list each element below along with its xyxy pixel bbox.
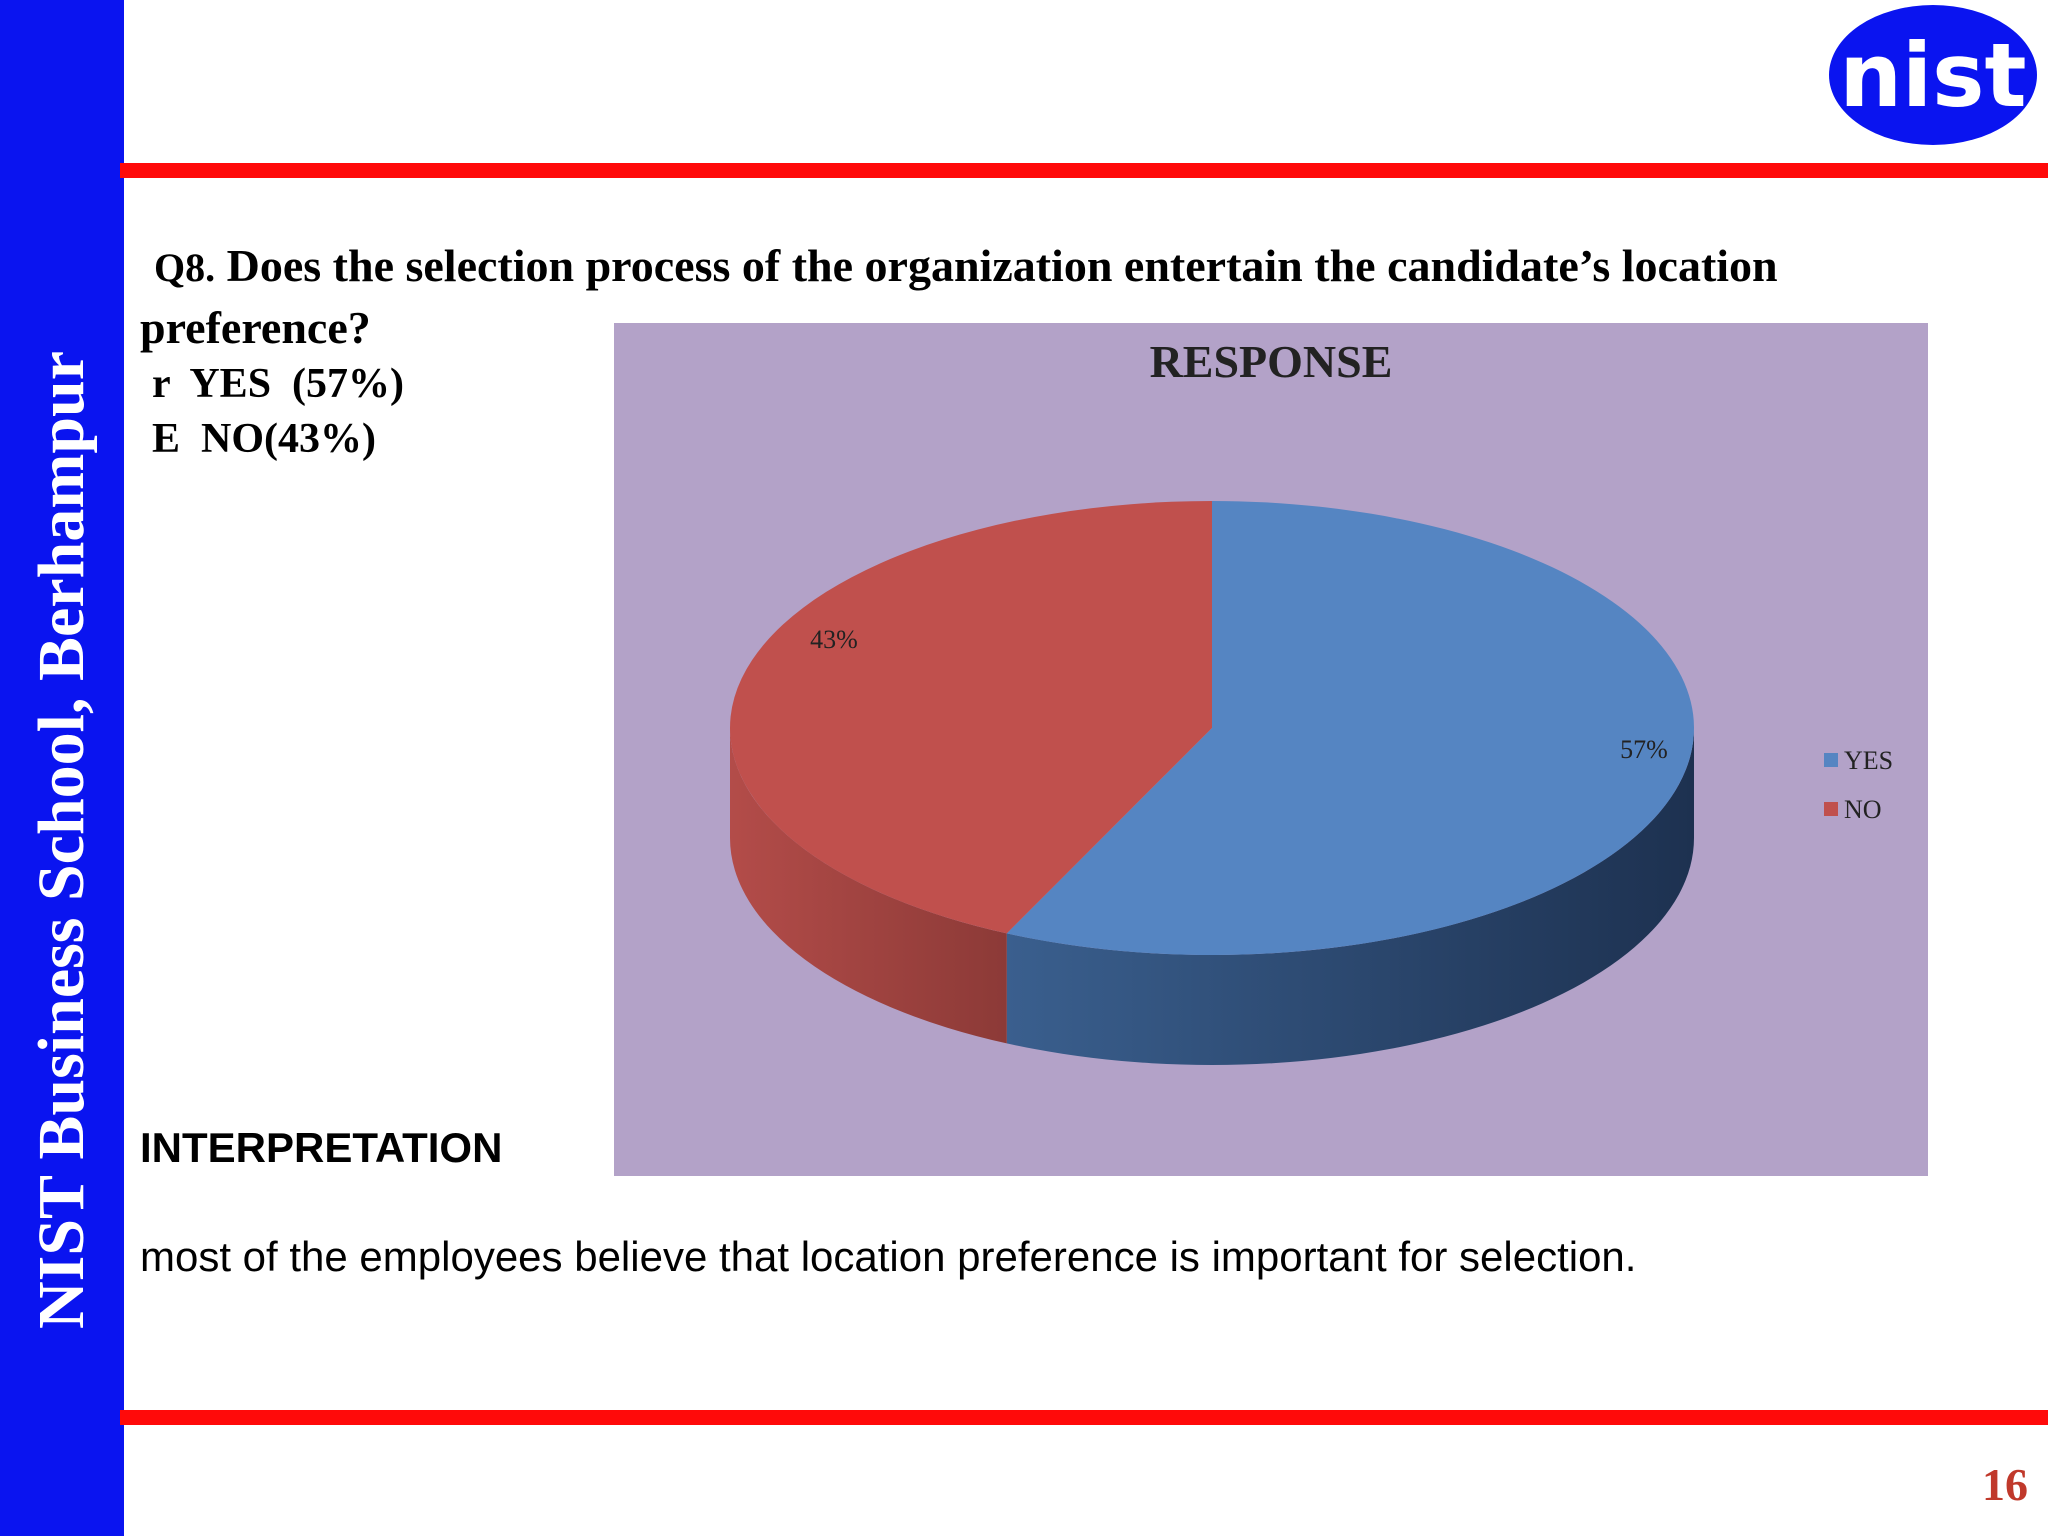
- pie-layer: 57% 43%: [730, 501, 1695, 1065]
- legend-swatch-no: [1824, 802, 1838, 816]
- legend-label-no: NO: [1844, 795, 1882, 824]
- data-label-yes: 57%: [1620, 735, 1668, 764]
- pie-side-no: [730, 728, 1007, 1044]
- legend-label-yes: YES: [1844, 746, 1893, 775]
- legend-swatch-yes: [1824, 753, 1838, 767]
- option-no: E NO(43%): [152, 415, 376, 463]
- nist-logo: nist: [1829, 5, 2037, 145]
- sidebar-title: NIST Business School, Berhampur: [25, 350, 98, 1330]
- pie-side-yes: [1006, 728, 1694, 1065]
- top-rule: [120, 163, 2048, 178]
- option-bullet: r: [152, 361, 170, 407]
- option-bullet: E: [152, 416, 181, 462]
- bottom-rule: [120, 1410, 2048, 1425]
- logo-text: nist: [1839, 24, 2026, 127]
- pie-slice-yes: [1006, 501, 1695, 955]
- interpretation-heading: INTERPRETATION: [140, 1124, 503, 1171]
- question-number: Q8.: [154, 245, 216, 290]
- chart-legend: YES NO: [1824, 746, 1893, 824]
- sidebar: NIST Business School, Berhampur: [0, 0, 124, 1536]
- question-text: Does the selection process of the organi…: [140, 240, 1778, 353]
- pie-slice-no: [730, 501, 1212, 934]
- option-yes: r YES (57%): [152, 360, 404, 408]
- option-label: NO(43%): [201, 416, 376, 462]
- page-number: 16: [1982, 1459, 2028, 1510]
- response-pie-chart: RESPONSE 57% 43% YES NO: [614, 323, 1928, 1176]
- chart-title: RESPONSE: [1150, 336, 1393, 387]
- data-label-no: 43%: [810, 625, 858, 654]
- option-label: YES (57%): [189, 361, 405, 407]
- interpretation-text: most of the employees believe that locat…: [140, 1233, 1637, 1280]
- question: Q8. Does the selection process of the or…: [140, 236, 2000, 358]
